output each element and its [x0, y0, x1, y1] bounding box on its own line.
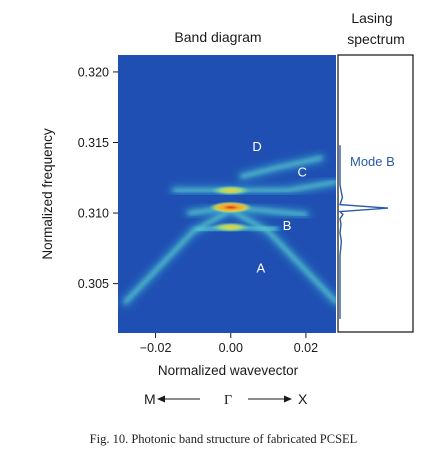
hotspot-layer [208, 185, 253, 233]
y-tick-label: 0.320 [78, 65, 109, 79]
band-label-a: A [256, 260, 265, 275]
x-tick-label: 0.02 [294, 341, 318, 355]
band-curve-4 [240, 156, 323, 178]
arrowhead-left-icon [157, 395, 165, 403]
x-tick-label: −0.02 [140, 341, 172, 355]
direction-indicator: M Γ X [144, 391, 308, 408]
band-label-c: C [297, 164, 306, 179]
direction-m: M [144, 391, 156, 407]
band-label-b: B [283, 218, 292, 233]
band-diagram: −0.02 0.00 0.02 0.305 0.310 0.315 0.320 A B C D [78, 55, 336, 355]
arrowhead-right-icon [284, 395, 292, 403]
mode-b-label: Mode B [350, 154, 395, 169]
band-labels: A B C D [252, 139, 306, 275]
y-ticks: 0.305 0.310 0.315 0.320 [78, 65, 118, 291]
spectrum-line [338, 145, 389, 319]
band-curve-3 [173, 180, 336, 192]
band-diagram-title: Band diagram [174, 29, 261, 45]
direction-gamma: Γ [224, 393, 232, 408]
figure-caption: Fig. 10. Photonic band structure of fabr… [89, 432, 358, 446]
y-tick-label: 0.305 [78, 277, 109, 291]
hotspot-0 [208, 201, 253, 214]
y-tick-label: 0.310 [78, 207, 109, 221]
lasing-spectrum: Mode B [337, 54, 414, 333]
x-ticks: −0.02 0.00 0.02 [140, 333, 318, 355]
y-tick-label: 0.315 [78, 136, 109, 150]
hotspot-2 [210, 222, 251, 233]
band-label-d: D [252, 139, 261, 154]
direction-x: X [298, 391, 308, 407]
lasing-title-line2: spectrum [347, 31, 405, 47]
spectrum-frame [337, 54, 414, 333]
x-axis-label: Normalized wavevector [158, 363, 299, 378]
y-axis-label: Normalized frequency [40, 128, 55, 260]
x-tick-label: 0.00 [219, 341, 243, 355]
lasing-title-line1: Lasing [351, 10, 392, 26]
hotspot-1 [210, 185, 251, 196]
